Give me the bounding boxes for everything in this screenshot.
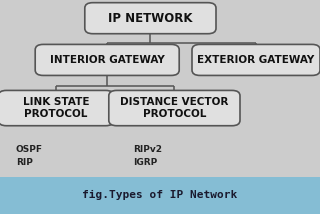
Text: LINK STATE
PROTOCOL: LINK STATE PROTOCOL [23, 97, 89, 119]
Text: fig.Types of IP Network: fig.Types of IP Network [82, 190, 238, 200]
Text: EXTERIOR GATEWAY: EXTERIOR GATEWAY [197, 55, 315, 65]
Text: RIP: RIP [16, 158, 33, 167]
FancyBboxPatch shape [109, 90, 240, 126]
FancyBboxPatch shape [35, 45, 179, 76]
FancyBboxPatch shape [0, 177, 320, 214]
Text: INTERIOR GATEWAY: INTERIOR GATEWAY [50, 55, 164, 65]
FancyBboxPatch shape [85, 3, 216, 34]
FancyBboxPatch shape [192, 45, 320, 76]
Text: IGRP: IGRP [133, 158, 157, 167]
Text: OSPF: OSPF [16, 145, 43, 154]
Text: IP NETWORK: IP NETWORK [108, 12, 193, 25]
FancyBboxPatch shape [0, 90, 114, 126]
Text: DISTANCE VECTOR
PROTOCOL: DISTANCE VECTOR PROTOCOL [120, 97, 228, 119]
Text: RIPv2: RIPv2 [133, 145, 162, 154]
